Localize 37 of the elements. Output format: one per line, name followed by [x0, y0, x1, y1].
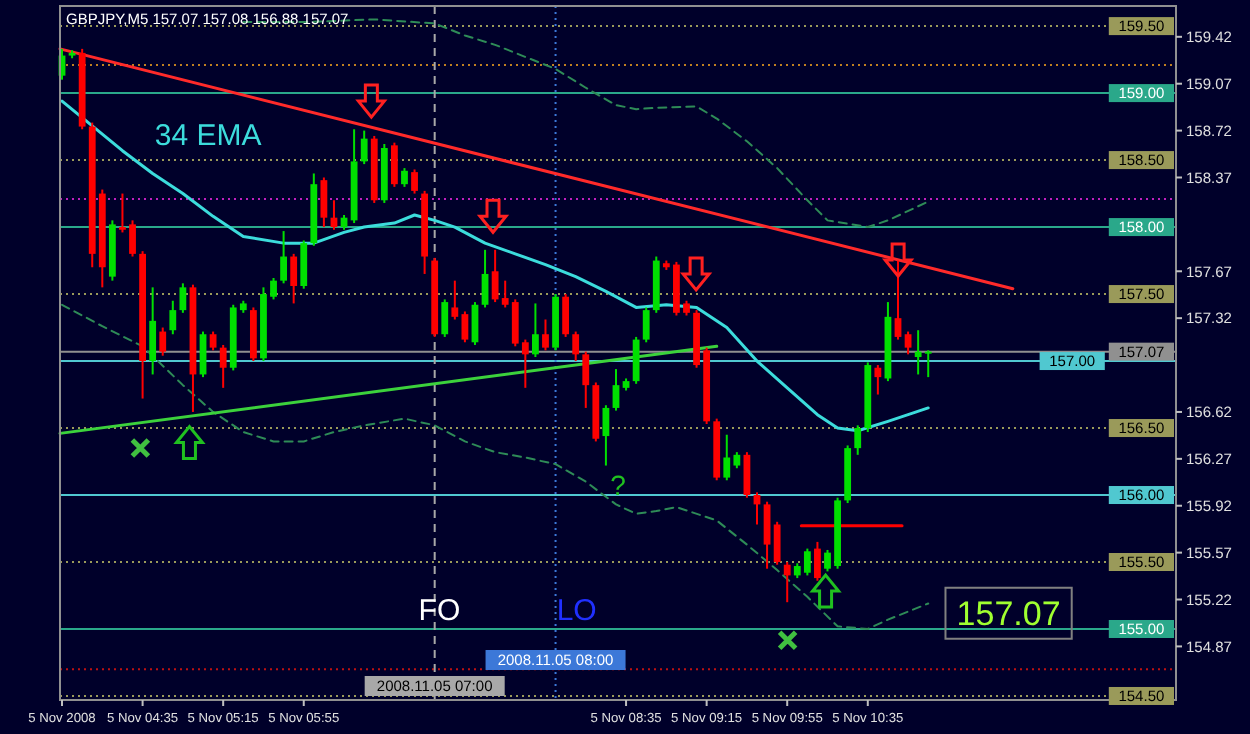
line-series — [61, 303, 930, 630]
candlestick — [904, 330, 912, 356]
candlestick — [783, 561, 791, 604]
candlestick — [280, 230, 287, 285]
candlestick — [642, 306, 650, 344]
candlestick — [290, 252, 298, 305]
annotation: ? — [610, 468, 627, 501]
candlestick — [441, 298, 449, 338]
annotation: 157.07 — [956, 595, 1061, 634]
annotation: LO — [556, 594, 597, 629]
candlestick — [854, 424, 862, 456]
candlestick — [149, 286, 157, 376]
candlestick — [874, 364, 882, 396]
candlestick — [159, 326, 167, 357]
candlestick — [763, 500, 771, 570]
candlestick — [219, 343, 227, 389]
candlestick — [209, 330, 217, 352]
candlestick — [773, 520, 781, 566]
candlestick — [562, 293, 570, 338]
candlestick — [360, 129, 368, 166]
candlestick — [814, 540, 821, 582]
annotation: FO — [418, 594, 461, 629]
candlestick — [532, 302, 539, 359]
candlestick — [411, 168, 418, 195]
candlestick — [179, 282, 187, 314]
candlestick — [320, 176, 328, 229]
candlestick — [582, 350, 590, 409]
candlestick — [542, 318, 549, 352]
candlestick — [632, 335, 640, 385]
candlestick — [572, 330, 580, 363]
candlestick — [300, 239, 308, 290]
candlestick — [461, 310, 469, 344]
candlestick — [401, 167, 408, 188]
candlestick — [391, 141, 398, 188]
candlestick — [451, 279, 459, 321]
series-label: 34 EMA — [154, 118, 262, 153]
candlestick — [169, 299, 177, 336]
